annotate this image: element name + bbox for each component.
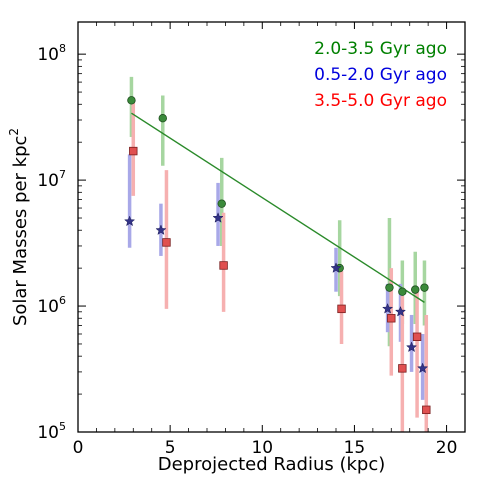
data-point-square-5 — [398, 364, 407, 373]
data-point-star-6 — [405, 341, 418, 353]
y-tick-label-3: 108 — [37, 42, 66, 65]
plot-frame — [77, 21, 466, 433]
fit-line-group — [131, 112, 425, 303]
y-axis-label-superscript: 2 — [7, 128, 21, 136]
data-point-star-3 — [330, 262, 342, 273]
data-point-square-7 — [422, 405, 431, 415]
x-tick-label-2: 10 — [251, 438, 273, 458]
fit-line — [131, 112, 425, 303]
y-tick-exponent-2: 7 — [59, 168, 66, 181]
x-tick-label-1: 5 — [165, 438, 176, 458]
data-point-star-7 — [416, 362, 429, 374]
axis-labels: Deprojected Radius (kpc) Solar Masses pe… — [7, 128, 385, 475]
y-tick-exponent-0: 5 — [59, 420, 66, 433]
data-point-circle-5 — [398, 287, 407, 296]
data-point-circle-6 — [411, 285, 420, 294]
data-point-star-5 — [394, 305, 407, 317]
markers — [123, 96, 431, 415]
data-point-square-2 — [219, 261, 228, 270]
data-point-circle-2 — [217, 199, 226, 208]
y-tick-label-1: 106 — [37, 294, 66, 317]
data-point-star-1 — [155, 224, 167, 236]
x-tick-label-0: 0 — [73, 438, 84, 458]
y-tick-base-3: 10 — [37, 45, 59, 65]
y-axis-label: Solar Masses per kpc2 — [7, 128, 31, 326]
data-point-circle-7 — [420, 283, 429, 292]
legend-entry-1: 0.5-2.0 Gyr ago — [314, 65, 447, 85]
y-axis-label-text: Solar Masses per kpc — [10, 136, 31, 326]
data-point-circle-1 — [158, 114, 167, 123]
data-point-circle-4 — [385, 283, 394, 292]
data-point-star-0 — [123, 215, 136, 227]
y-tick-base-2: 10 — [37, 171, 59, 191]
y-tick-base-1: 10 — [37, 297, 59, 317]
data-point-square-6 — [412, 332, 422, 341]
data-point-square-0 — [129, 146, 138, 156]
legend: 2.0-3.5 Gyr ago 0.5-2.0 Gyr ago 3.5-5.0 Gy… — [314, 39, 447, 111]
data-point-square-1 — [162, 238, 171, 247]
x-axis-label: Deprojected Radius (kpc) — [158, 454, 386, 475]
y-tick-exponent-3: 8 — [59, 42, 66, 55]
x-tick-label-3: 15 — [344, 438, 366, 458]
data-point-square-3 — [337, 304, 346, 314]
y-tick-exponent-1: 6 — [59, 294, 66, 307]
data-point-square-4 — [387, 314, 396, 323]
legend-entry-0: 2.0-3.5 Gyr ago — [314, 39, 447, 59]
legend-entry-2: 3.5-5.0 Gyr ago — [314, 91, 447, 111]
y-tick-base-0: 10 — [37, 423, 59, 443]
y-tick-label-2: 107 — [37, 168, 66, 191]
data-point-star-4 — [381, 302, 394, 314]
data-point-star-2 — [212, 212, 224, 223]
data-point-circle-0 — [127, 96, 136, 105]
y-tick-label-0: 105 — [37, 420, 66, 443]
x-tick-label-4: 20 — [436, 438, 458, 458]
